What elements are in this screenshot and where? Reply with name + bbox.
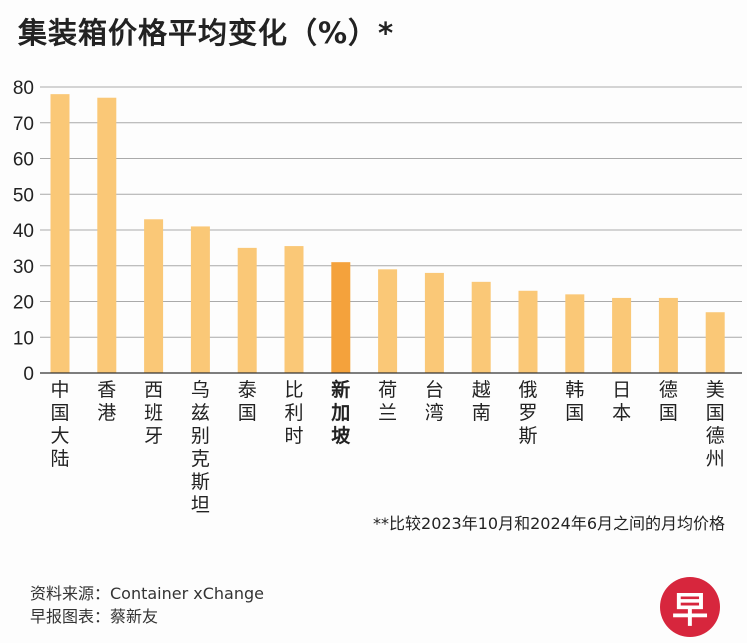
bar <box>565 294 585 373</box>
y-tick-label: 30 <box>13 257 34 278</box>
y-tick-label: 20 <box>13 293 34 314</box>
x-tick-label: 台湾 <box>425 379 444 424</box>
bar <box>50 94 70 374</box>
x-tick-label: 比利时 <box>284 379 303 447</box>
x-tick-label: 德国 <box>659 379 678 424</box>
credit-text: 早报图表：蔡新友 <box>30 607 159 626</box>
bar <box>97 97 117 373</box>
x-tick-label: 韩国 <box>565 379 584 424</box>
bar <box>424 272 444 373</box>
x-tick-label: 日本 <box>612 379 631 424</box>
zaobao-logo: 早 <box>660 577 720 637</box>
chart-title: 集装箱价格平均变化（%）* <box>18 16 395 50</box>
bar <box>190 226 210 373</box>
x-tick-label: 中国大陆 <box>50 379 69 470</box>
bar <box>378 269 398 373</box>
y-tick-label: 40 <box>13 221 34 242</box>
y-tick-label: 0 <box>23 364 34 385</box>
bar <box>658 297 678 373</box>
y-tick-label: 80 <box>13 78 34 99</box>
y-tick-label: 60 <box>13 150 34 171</box>
x-tick-label: 美国德州 <box>706 379 725 470</box>
x-tick-label: 荷兰 <box>378 379 397 424</box>
y-tick-label: 70 <box>13 114 34 135</box>
bar <box>237 247 257 373</box>
bar <box>284 246 304 373</box>
bar <box>144 219 164 373</box>
y-tick-label: 50 <box>13 185 34 206</box>
bar <box>612 297 632 373</box>
x-tick-label: 香港 <box>97 379 116 424</box>
bar <box>331 262 351 373</box>
bar <box>518 290 538 373</box>
x-tick-label: 新加坡 <box>330 378 351 447</box>
bar <box>471 281 491 373</box>
x-tick-label: 越南 <box>472 379 491 424</box>
bar <box>705 312 725 373</box>
y-tick-label: 10 <box>13 328 34 349</box>
x-tick-label: 乌兹别克斯坦 <box>191 379 210 516</box>
footnote: **比较2023年10月和2024年6月之间的月均价格 <box>373 514 725 533</box>
x-tick-label: 西班牙 <box>144 379 163 447</box>
source-text: 资料来源：Container xChange <box>30 584 265 603</box>
x-tick-label: 泰国 <box>238 379 257 424</box>
x-tick-label: 俄罗斯 <box>518 379 537 447</box>
